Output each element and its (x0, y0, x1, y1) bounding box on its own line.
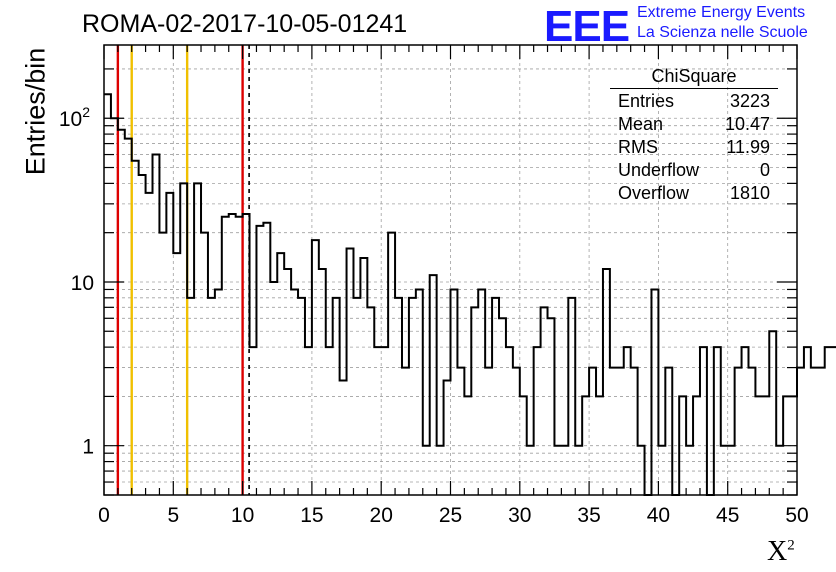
x-tick-label: 30 (508, 504, 531, 527)
y-axis-label: Entries/bin (20, 47, 51, 176)
stats-value: 10.47 (724, 114, 770, 134)
stats-value: 11.99 (726, 137, 770, 157)
stats-row-entries: Entries 3223 (610, 90, 778, 113)
logo-line-1: Extreme Energy Events (637, 4, 806, 21)
stats-label: Mean (618, 114, 664, 134)
x-tick-label: 5 (167, 504, 179, 527)
histogram-series (104, 93, 836, 496)
y-axis: 1 10 102 (59, 68, 797, 496)
stats-value: 0 (759, 160, 770, 180)
stats-value: 1810 (729, 183, 770, 203)
eee-logo: EEE (544, 2, 630, 51)
threshold-lines (116, 45, 250, 495)
stats-label: RMS (618, 137, 658, 157)
stats-row-overflow: Overflow 1810 (610, 182, 778, 205)
x-tick-label: 40 (647, 504, 670, 527)
x-tick-label: 15 (300, 504, 323, 527)
stats-row-mean: Mean 10.47 (610, 113, 778, 136)
x-tick-label: 25 (439, 504, 462, 527)
x-tick-label: 0 (98, 504, 110, 527)
x-axis: 0 5 10 15 20 25 30 35 40 45 50 (98, 45, 809, 527)
chart-title: ROMA-02-2017-10-05-01241 (82, 10, 408, 38)
stats-label: Overflow (618, 183, 690, 203)
stats-label: Underflow (618, 160, 700, 180)
x-tick-label: 20 (370, 504, 393, 527)
x-axis-label: X2 (767, 536, 795, 567)
stats-value: 3223 (729, 91, 770, 111)
x-tick-label: 50 (785, 504, 808, 527)
y-tick-label: 10 (71, 272, 94, 295)
x-tick-label: 45 (716, 504, 739, 527)
logo-line-2: La Scienza nelle Scuole (637, 24, 808, 41)
stats-title: ChiSquare (610, 66, 778, 89)
stats-row-underflow: Underflow 0 (610, 159, 778, 182)
y-tick-label: 1 (82, 436, 94, 459)
stats-label: Entries (618, 91, 675, 111)
stats-box: ChiSquare Entries 3223 Mean 10.47 RMS 11.99… (610, 66, 778, 205)
stats-row-rms: RMS 11.99 (610, 136, 778, 159)
y-tick-label: 102 (59, 104, 90, 131)
x-tick-label: 10 (231, 504, 254, 527)
x-tick-label: 35 (577, 504, 600, 527)
